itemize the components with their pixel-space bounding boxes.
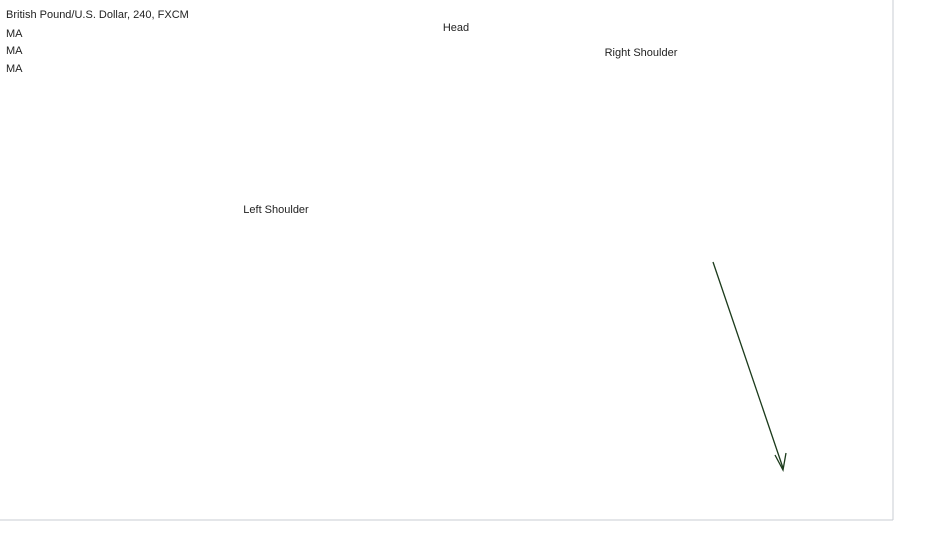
annotation-bg — [244, 202, 308, 217]
neckline — [159, 246, 713, 463]
legend-entry: MA — [6, 28, 23, 40]
legend: British Pound/U.S. Dollar, 240, FXCM MA … — [6, 9, 189, 75]
annotation-bg — [442, 20, 470, 35]
legend-entry: MA — [6, 63, 23, 75]
projection-arrow — [712, 261, 787, 472]
pattern-line — [567, 67, 713, 301]
pattern-drawing — [159, 38, 713, 463]
annotations: Left Shoulder Head Right Shoulder — [243, 20, 678, 217]
chart-title: British Pound/U.S. Dollar, 240, FXCM — [6, 9, 189, 21]
annotation: Left Shoulder — [243, 204, 309, 216]
legend-entry: MA — [6, 45, 23, 57]
annotation: Head — [443, 22, 469, 34]
arrow-head — [774, 452, 787, 472]
annotation-bg — [606, 45, 676, 60]
pattern-line — [159, 38, 496, 463]
price-axis — [893, 0, 932, 550]
annotation: Right Shoulder — [605, 47, 678, 59]
arrow-line — [712, 261, 784, 469]
